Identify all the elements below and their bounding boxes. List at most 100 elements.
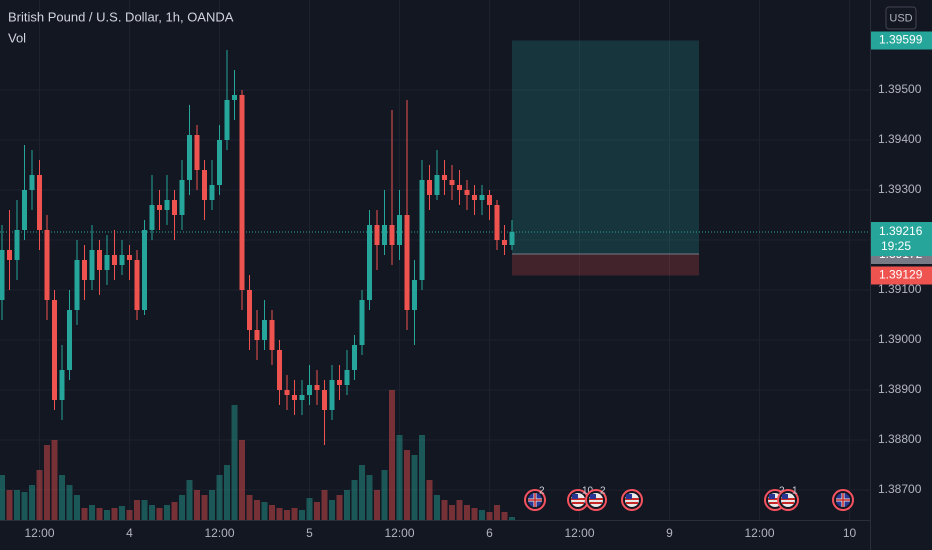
profit-zone[interactable] bbox=[512, 40, 699, 255]
candle-body bbox=[7, 250, 12, 260]
volume-bar bbox=[321, 490, 328, 520]
candle-body bbox=[74, 260, 80, 310]
candle-body bbox=[179, 180, 185, 215]
x-tick-label: 6 bbox=[486, 526, 493, 540]
candle-body bbox=[14, 230, 20, 260]
volume-bar bbox=[36, 470, 43, 520]
event-count[interactable]: 1 bbox=[792, 486, 798, 497]
volume-bar bbox=[396, 435, 403, 520]
candle-body bbox=[29, 175, 35, 190]
candle-body bbox=[412, 280, 417, 310]
volume-bar bbox=[59, 475, 65, 520]
volume-bar bbox=[411, 455, 418, 520]
volume-bar bbox=[209, 490, 215, 520]
volume-bar bbox=[306, 498, 313, 520]
candle-body bbox=[299, 395, 305, 400]
volume-bar bbox=[224, 465, 230, 520]
event-count[interactable]: 2 bbox=[600, 486, 606, 497]
volume-bar bbox=[216, 475, 223, 520]
candle-body bbox=[359, 300, 365, 345]
candle-body bbox=[427, 180, 432, 195]
candle-body bbox=[284, 390, 290, 395]
candle-body bbox=[209, 185, 215, 200]
volume-bar bbox=[509, 517, 515, 520]
candle-body bbox=[457, 185, 462, 190]
volume-bar bbox=[426, 480, 433, 520]
candle-body bbox=[487, 195, 492, 205]
volume-bar bbox=[164, 505, 170, 520]
volume-bar bbox=[456, 500, 463, 520]
candle-body bbox=[344, 370, 350, 385]
candle-body bbox=[104, 255, 110, 270]
candle-body bbox=[172, 200, 177, 215]
event-icon[interactable]: 10 bbox=[567, 486, 594, 511]
volume-bar bbox=[194, 490, 200, 520]
volume-bar bbox=[299, 510, 305, 520]
candle-body bbox=[397, 215, 402, 245]
candle-body bbox=[419, 180, 425, 280]
flag-canton bbox=[782, 494, 788, 499]
volume-bar bbox=[344, 490, 350, 520]
candle-body bbox=[194, 135, 200, 170]
event-icon[interactable]: 1 bbox=[777, 486, 799, 511]
candle-body bbox=[0, 250, 5, 300]
candle-body bbox=[232, 95, 237, 100]
volume-bar bbox=[314, 502, 320, 520]
candle-body bbox=[149, 205, 155, 230]
countdown-label: 19:25 bbox=[881, 239, 911, 253]
events-layer: 210221 bbox=[524, 486, 854, 511]
flag-canton bbox=[626, 494, 632, 499]
event-count[interactable]: 2 bbox=[539, 486, 545, 497]
volume-bar bbox=[96, 508, 103, 520]
volume-bar bbox=[336, 495, 343, 520]
event-icon[interactable] bbox=[832, 489, 854, 511]
currency[interactable]: USD bbox=[889, 12, 912, 24]
currency-box[interactable] bbox=[885, 6, 917, 30]
volume-bar bbox=[51, 440, 58, 520]
volume-bar bbox=[381, 470, 388, 520]
candle-body bbox=[247, 290, 252, 330]
axis-layer: 1.38700 1.38800 1.38900 1.39000 1.39100 1.392… bbox=[24, 31, 932, 540]
candle-body bbox=[127, 255, 132, 260]
event-icon[interactable]: 2 bbox=[585, 486, 607, 511]
volume-bar bbox=[6, 490, 13, 520]
candle-body bbox=[292, 395, 297, 400]
event-icon[interactable] bbox=[621, 489, 643, 511]
candle-body bbox=[502, 240, 507, 245]
y-tick-label: 1.38700 bbox=[878, 482, 922, 496]
volume-bar bbox=[486, 512, 493, 520]
candle-body bbox=[277, 350, 282, 390]
candle-layer bbox=[0, 50, 515, 445]
candle-body bbox=[352, 345, 357, 370]
y-tick-label: 1.39300 bbox=[878, 182, 922, 196]
volume-bar bbox=[156, 508, 163, 520]
volume-bar bbox=[479, 510, 485, 520]
x-tick-label: 12:00 bbox=[24, 526, 54, 540]
volume-bar bbox=[404, 450, 410, 520]
volume-bar bbox=[126, 510, 133, 520]
chart-title: British Pound / U.S. Dollar, 1h, OANDA bbox=[8, 9, 234, 24]
y-tick-label: 1.39500 bbox=[878, 82, 922, 96]
volume-bar bbox=[501, 512, 508, 520]
candle-body bbox=[202, 170, 207, 200]
volume-bar bbox=[231, 405, 238, 520]
candle-body bbox=[262, 320, 267, 340]
candle-body bbox=[382, 225, 387, 245]
volume-bar bbox=[14, 490, 20, 520]
event-count[interactable]: 10 bbox=[582, 486, 594, 497]
volume-bar bbox=[389, 390, 395, 520]
y-tick-label: 1.39000 bbox=[878, 332, 922, 346]
x-tick-label: 12:00 bbox=[384, 526, 414, 540]
volume-bar bbox=[434, 495, 440, 520]
event-icon[interactable]: 2 bbox=[524, 486, 546, 511]
loss-zone[interactable] bbox=[512, 254, 699, 276]
candle-body bbox=[142, 230, 147, 310]
position-tool[interactable] bbox=[512, 40, 699, 276]
flag-stripe bbox=[769, 502, 781, 504]
candle-body bbox=[112, 255, 117, 265]
volume-bar bbox=[81, 508, 88, 520]
stop-price-label: 1.39129 bbox=[879, 268, 923, 282]
